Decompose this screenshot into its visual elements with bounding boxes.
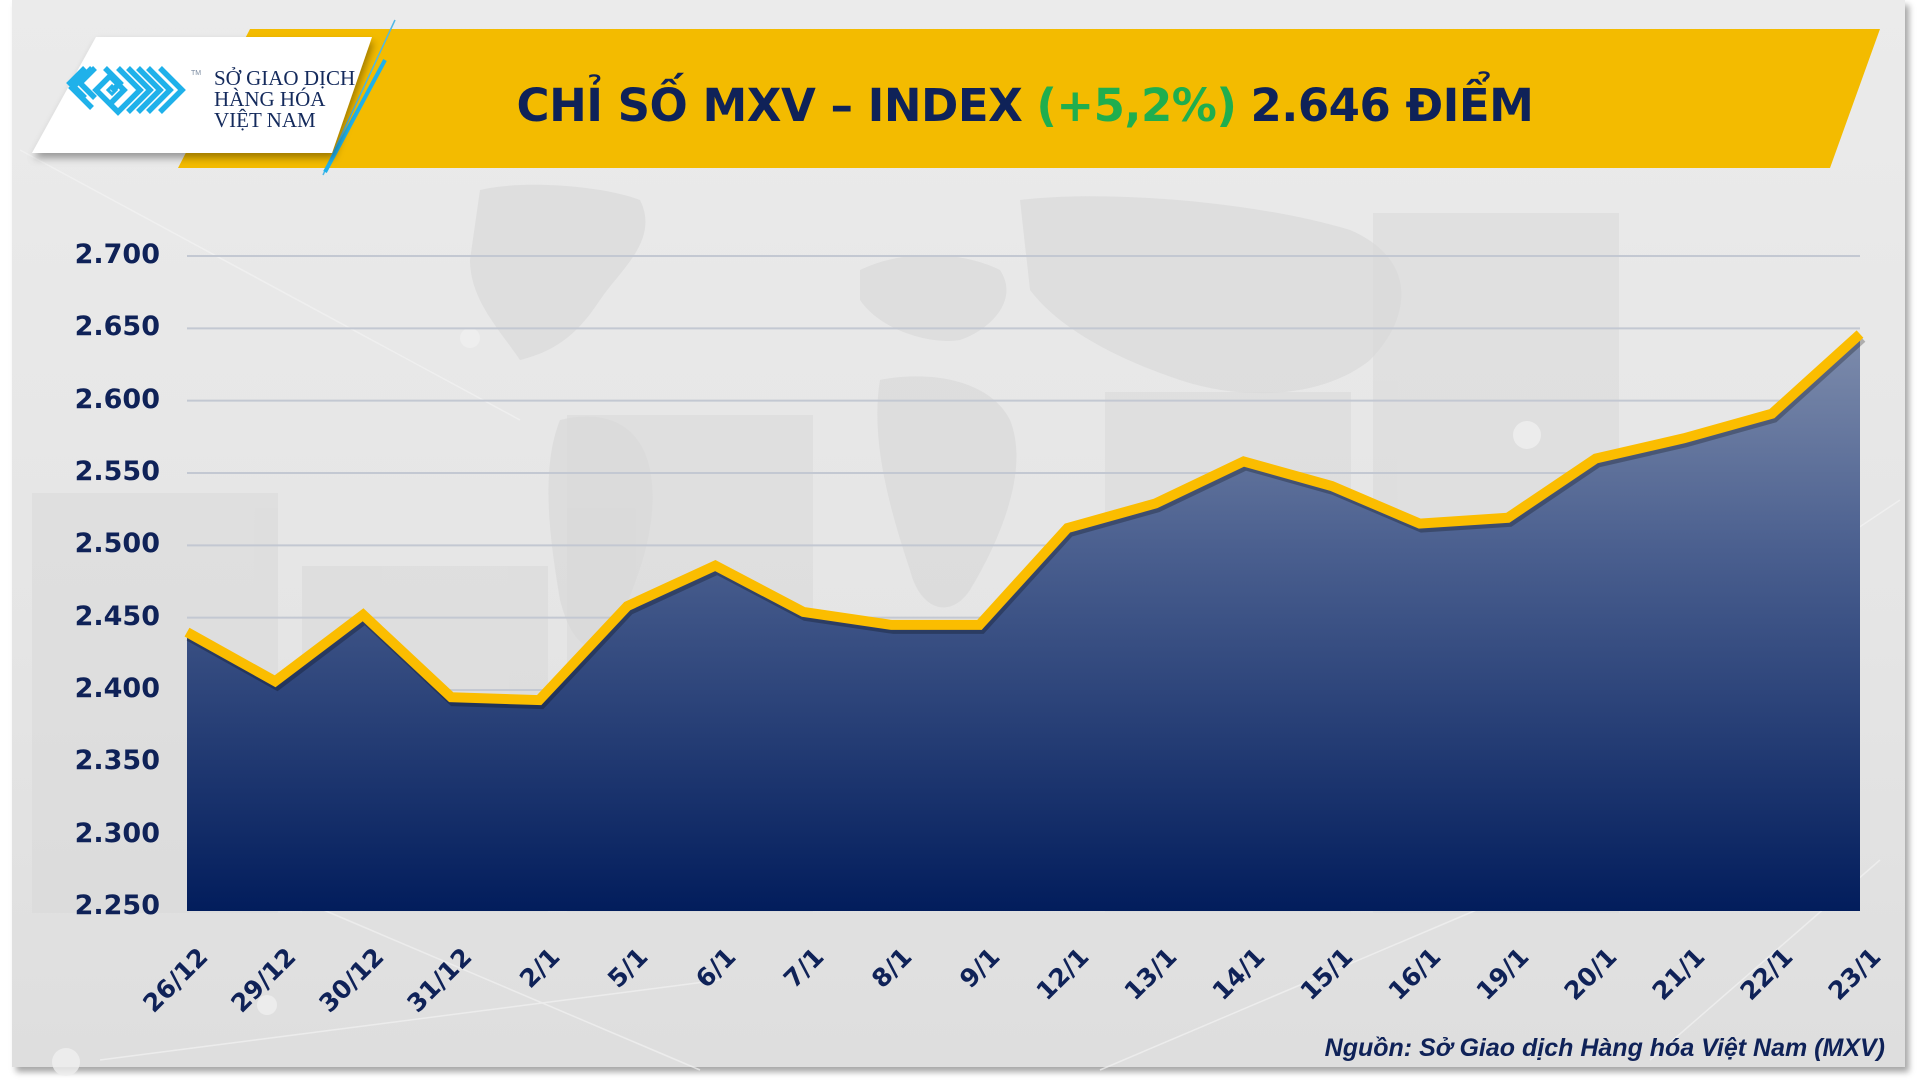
- logo-line-3: VIỆT NAM: [214, 108, 316, 132]
- y-tick-label: 2.250: [74, 890, 160, 921]
- logo-plate: [32, 37, 372, 153]
- source-note: Nguồn: Sở Giao dịch Hàng hóa Việt Nam (M…: [1324, 1034, 1885, 1062]
- chart-title: CHỈ SỐ MXV – INDEX (+5,2%) 2.646 ĐIỂM: [517, 70, 1534, 140]
- logo-wordmark: SỞ GIAO DỊCH HÀNG HÓA VIỆT NAM: [214, 68, 355, 131]
- logo-line-1: SỞ GIAO DỊCH: [214, 66, 356, 90]
- y-tick-label: 2.700: [74, 239, 160, 270]
- y-tick-label: 2.300: [74, 817, 160, 849]
- index-line: [184, 330, 1864, 706]
- title-main: CHỈ SỐ MXV – INDEX: [516, 78, 1023, 132]
- y-tick-label: 2.450: [74, 600, 160, 632]
- trademark-mark: TM: [191, 70, 202, 77]
- area-fill: [187, 334, 1860, 912]
- y-tick-label: 2.650: [74, 311, 160, 343]
- yellow-title-band: [178, 29, 1880, 168]
- mxv-maze-logo-icon: [66, 66, 186, 116]
- title-change-percent: (+5,2%): [1036, 78, 1237, 132]
- y-tick-label: 2.600: [74, 383, 160, 415]
- header-banner: [32, 19, 1880, 176]
- logo-line-2: HÀNG HÓA: [214, 87, 326, 111]
- y-tick-label: 2.500: [74, 528, 160, 560]
- title-value: 2.646 ĐIỂM: [1250, 78, 1534, 132]
- y-tick-label: 2.550: [74, 456, 160, 487]
- y-tick-label: 2.350: [74, 745, 160, 777]
- y-tick-label: 2.400: [74, 673, 160, 704]
